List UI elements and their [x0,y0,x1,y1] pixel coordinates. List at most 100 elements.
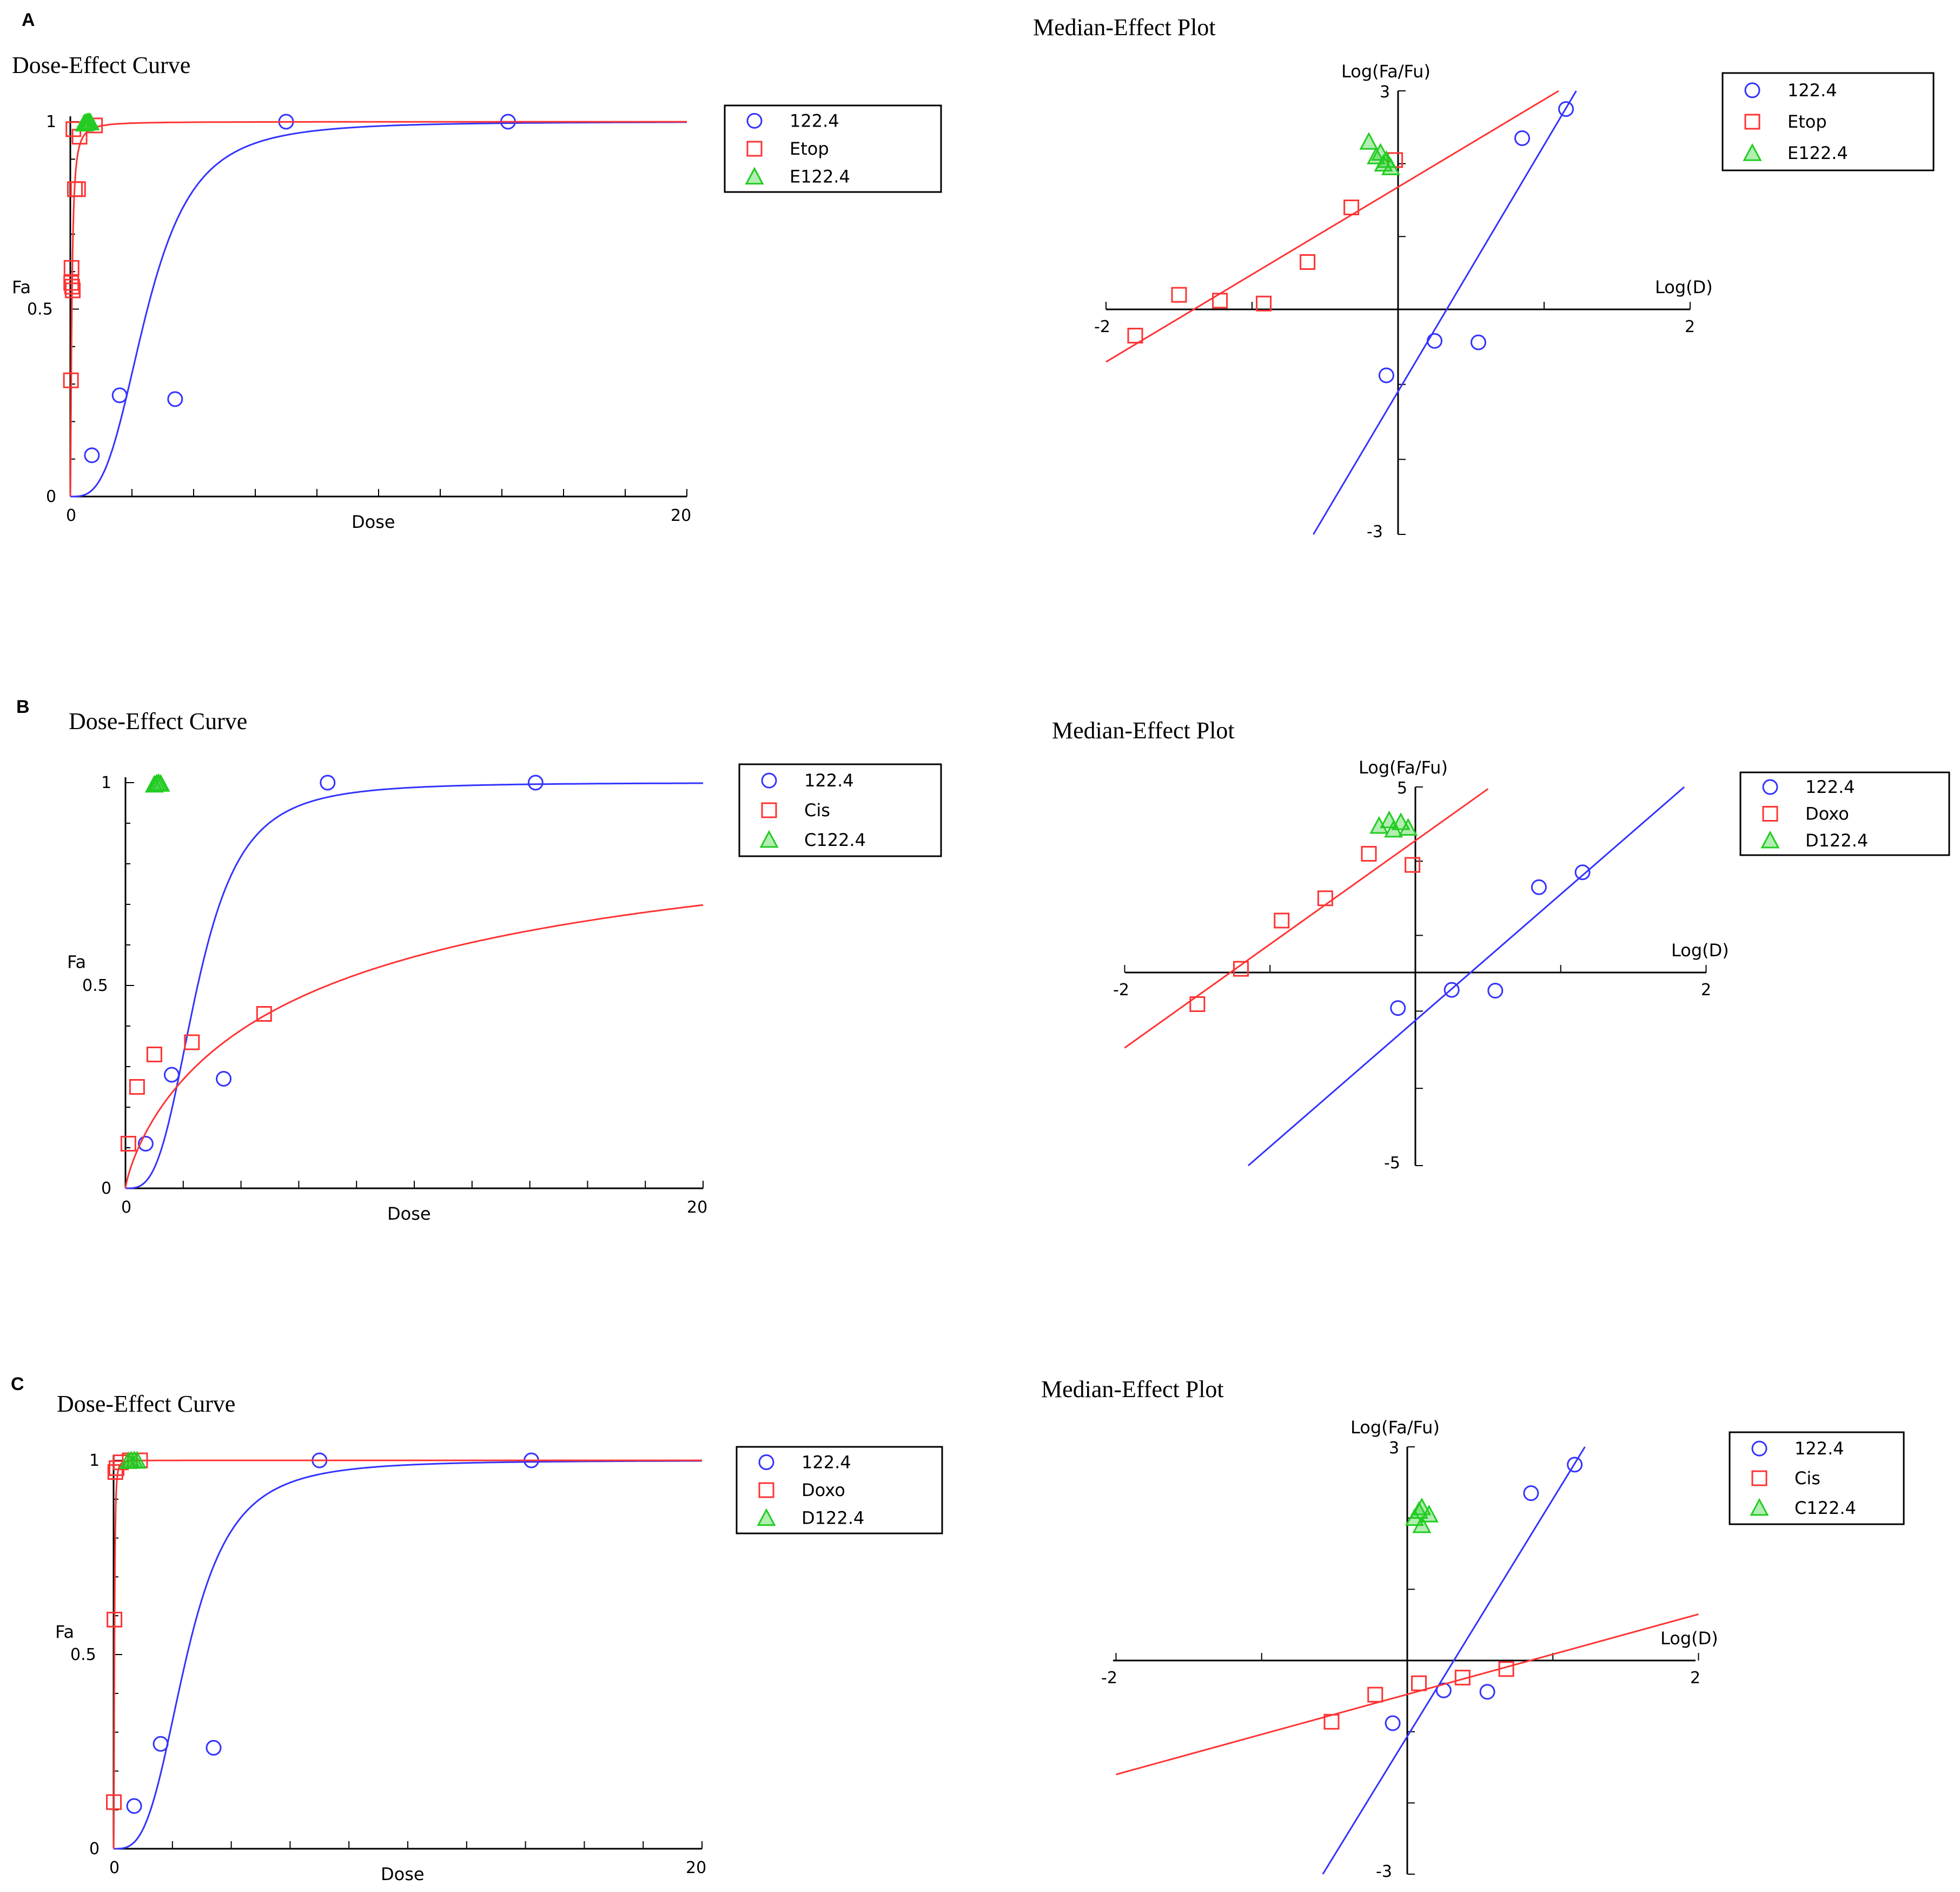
data-point [1399,818,1418,836]
data-point [1531,879,1547,895]
data-point [63,372,79,388]
data-point [137,1136,154,1152]
data-point [107,1464,123,1480]
y-tick-label: -5 [1384,1154,1400,1173]
chart-title: Median-Effect Plot [1052,717,1235,744]
data-point [1127,328,1143,344]
fit-line-doxo [1124,788,1489,1049]
curve-etop [69,121,687,497]
data-point [1171,287,1187,303]
legend-marker-2 [759,830,779,848]
data-point [1523,1485,1539,1501]
legend-marker-2 [1750,1498,1769,1516]
data-point [206,1739,222,1756]
data-point [184,1034,200,1050]
data-point [84,447,100,464]
legend-marker-1 [1744,114,1760,130]
fit-line-122.4 [1247,786,1685,1167]
data-point [527,775,544,791]
data-point [320,775,336,791]
y-tick-label: 0.5 [70,1645,96,1664]
x-tick-label: 20 [671,506,691,525]
median-effect-chart: Median-Effect Plot -2 2 5 -5 Log(D) Log(Fa/Fu)… [1052,717,1950,1173]
legend-entry-2: E122.4 [1787,143,1848,163]
y-axis-label: Fa [67,952,86,973]
y-tick-label: 1 [101,773,111,792]
x-axis-label: Log(D) [1660,1628,1718,1649]
legend-entry-1: Etop [790,138,829,159]
chart-title: Median-Effect Plot [1033,14,1216,41]
y-axis-label: Fa [12,277,31,297]
data-point [153,1736,169,1752]
x-tick-label: 0 [66,506,76,525]
data-point [1300,254,1316,270]
data-point [70,181,86,197]
legend-entry-1: Doxo [802,1480,845,1500]
data-point [128,1451,147,1469]
data-point [1256,295,1272,312]
x-tick-label: 0 [109,1858,120,1877]
data-point [111,387,128,403]
data-point [1498,1661,1514,1677]
curve-doxo [112,1459,702,1849]
legend-entry-2: C122.4 [1795,1498,1856,1518]
legend-frame [738,763,942,857]
y-tick-label: 0.5 [27,300,53,319]
data-point [1343,199,1360,215]
x-tick-label: 2 [1701,981,1711,1000]
data-point [1409,1501,1429,1519]
panel-c: C Dose-Effect Curve 0 20 0 0.5 1 Dose Fa 122.4 Dox… [11,1374,1905,1884]
dose-effect-chart: Dose-Effect Curve 0 20 0 0.5 1 Dose Fa 122.4 Cis C… [67,708,942,1224]
panel-a: A Dose-Effect Curve 0 20 0 0.5 1 Dose Fa 122.4 Eto… [12,10,1935,541]
y-tick-label: 5 [1397,779,1407,798]
data-point [1384,819,1403,838]
legend-entry-2: E122.4 [790,167,850,187]
legend-marker-1 [1762,806,1778,822]
data-point [1378,367,1394,383]
x-tick-label: 2 [1685,317,1695,336]
data-point [146,1047,162,1062]
data-point [120,1136,136,1152]
x-axis-label: Dose [387,1203,431,1224]
legend-marker-2 [1743,143,1762,161]
data-point [126,1798,142,1814]
y-tick-label: 0 [101,1179,111,1198]
data-point [1323,1714,1340,1730]
y-tick-label: 1 [46,113,56,131]
median-effect-chart: Median-Effect Plot -2 2 3 -3 Log(D) Log(Fa/Fu)… [1041,1376,1905,1881]
data-point [81,113,100,130]
legend-marker-2 [1760,830,1780,849]
panel-letter: A [22,10,35,30]
legend-entry-0: 122.4 [1795,1438,1844,1459]
data-point [65,282,81,299]
data-point [163,1067,180,1083]
data-point [1212,293,1228,309]
curve-122.4 [125,782,703,1189]
data-point [1385,1715,1401,1731]
data-point [1427,333,1442,349]
curve-122.4 [114,1460,702,1850]
legend-marker-2 [757,1508,776,1526]
fit-line-cis [1116,1613,1699,1776]
data-point [1359,132,1379,150]
data-point [1274,912,1290,929]
legend-entry-0: 122.4 [804,770,854,791]
data-point [216,1071,232,1087]
y-tick-label: 1 [89,1451,100,1470]
fit-line-etop [1105,90,1559,363]
data-point [167,391,183,407]
x-tick-label: 20 [687,1198,707,1217]
x-tick-label: -2 [1113,981,1129,1000]
data-point [1317,890,1333,907]
curve-cis [124,904,704,1189]
y-tick-label: -3 [1376,1862,1392,1881]
data-point [129,1079,145,1095]
chart-title: Median-Effect Plot [1041,1376,1224,1403]
panel-letter: B [16,697,30,717]
fit-line-122.4 [1313,90,1577,535]
data-point [1567,1457,1583,1473]
data-point [1558,101,1574,117]
y-tick-label: 0 [46,487,56,506]
legend-marker-1 [746,141,763,157]
